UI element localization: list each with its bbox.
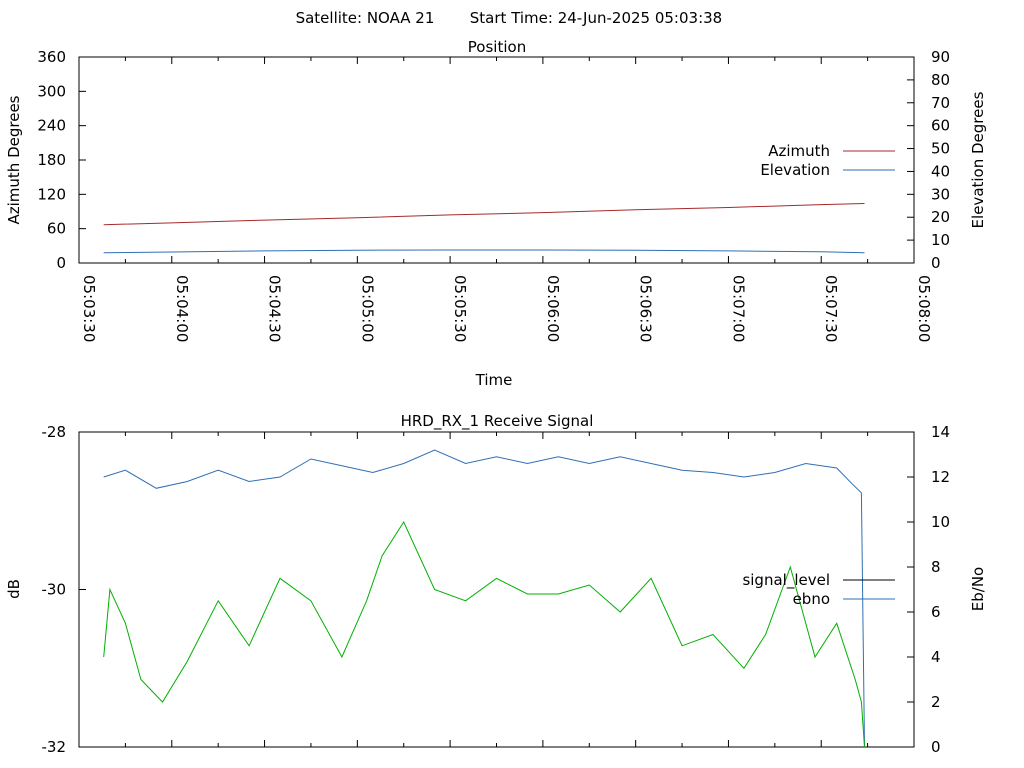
legend-elevation-label: Elevation bbox=[760, 161, 830, 179]
position-ticks: 05:03:30 05:04:00 05:04:30 05:05:00 05:05:30… bbox=[37, 48, 950, 342]
y2-tick-label: 14 bbox=[931, 423, 950, 441]
ebno-series-line bbox=[103, 449, 865, 748]
y2-tick-label: 10 bbox=[931, 231, 950, 249]
y2-tick-label: 40 bbox=[931, 162, 950, 180]
y-tick-label: -28 bbox=[42, 423, 67, 441]
y2-tick-label: 8 bbox=[931, 558, 941, 576]
y-tick-label: 180 bbox=[37, 151, 66, 169]
y-tick-label: 300 bbox=[37, 82, 66, 100]
y-tick-label: 120 bbox=[37, 185, 66, 203]
y-tick-label: -32 bbox=[42, 738, 67, 756]
x-tick-label: 05:08:00 bbox=[915, 275, 933, 342]
y-tick-label: -30 bbox=[42, 581, 67, 599]
y2-tick-label: 60 bbox=[931, 117, 950, 135]
y2-tick-label: 6 bbox=[931, 603, 941, 621]
y2-tick-label: 4 bbox=[931, 648, 941, 666]
x-tick-label: 05:05:30 bbox=[451, 275, 469, 342]
x-tick-label: 05:06:30 bbox=[637, 275, 655, 342]
x-tick-label: 05:07:30 bbox=[822, 275, 840, 342]
elevation-axis-label: Elevation Degrees bbox=[969, 91, 987, 228]
x-tick-label: 05:05:00 bbox=[358, 275, 376, 342]
x-tick-label: 05:04:00 bbox=[173, 275, 191, 342]
satellite-label: Satellite: NOAA 21 bbox=[296, 9, 435, 27]
y-tick-label: 240 bbox=[37, 117, 66, 135]
y-tick-label: 60 bbox=[47, 220, 66, 238]
x-tick-label: 05:07:00 bbox=[729, 275, 747, 342]
y2-tick-label: 10 bbox=[931, 513, 950, 531]
y-tick-label: 0 bbox=[56, 254, 66, 272]
receive-signal-chart: HRD_RX_1 Receive Signal -32 -30 -28 0 2 4 6 8 10… bbox=[5, 412, 987, 756]
start-time-label: Start Time: 24-Jun-2025 05:03:38 bbox=[470, 9, 722, 27]
position-series bbox=[103, 203, 865, 254]
y2-tick-label: 80 bbox=[931, 71, 950, 89]
y2-tick-label: 2 bbox=[931, 693, 941, 711]
azimuth-series-line bbox=[103, 203, 865, 226]
db-axis-label: dB bbox=[5, 579, 23, 599]
receive-ticks: -32 -30 -28 0 2 4 6 8 10 12 14 bbox=[42, 423, 951, 756]
y2-tick-label: 0 bbox=[931, 254, 941, 272]
receive-chart-title: HRD_RX_1 Receive Signal bbox=[401, 412, 594, 431]
azimuth-axis-label: Azimuth Degrees bbox=[5, 95, 23, 224]
y2-tick-label: 12 bbox=[931, 468, 950, 486]
y2-tick-label: 70 bbox=[931, 94, 950, 112]
unlabeled-series-line bbox=[103, 520, 865, 748]
y2-tick-label: 50 bbox=[931, 140, 950, 158]
position-chart: Position 05:03:30 05:04:00 05:04:30 05:05:0… bbox=[5, 38, 987, 389]
position-plot-frame bbox=[78, 56, 915, 264]
position-chart-title: Position bbox=[468, 38, 526, 56]
x-tick-label: 05:04:30 bbox=[266, 275, 284, 342]
elevation-series-line bbox=[103, 249, 865, 254]
ebno-axis-label: Eb/No bbox=[969, 567, 987, 611]
legend-azimuth-label: Azimuth bbox=[768, 142, 830, 160]
x-tick-label: 05:06:00 bbox=[544, 275, 562, 342]
y2-tick-label: 0 bbox=[931, 738, 941, 756]
legend-ebno-label: ebno bbox=[793, 590, 830, 608]
receive-plot-frame bbox=[78, 431, 915, 748]
legend-signal-level-label: signal_level bbox=[742, 571, 830, 590]
y-tick-label: 360 bbox=[37, 48, 66, 66]
position-x-axis-label: Time bbox=[475, 371, 513, 389]
y2-tick-label: 20 bbox=[931, 208, 950, 226]
x-tick-label: 05:03:30 bbox=[80, 275, 98, 342]
receive-series bbox=[103, 449, 865, 748]
y2-tick-label: 30 bbox=[931, 185, 950, 203]
y2-tick-label: 90 bbox=[931, 48, 950, 66]
